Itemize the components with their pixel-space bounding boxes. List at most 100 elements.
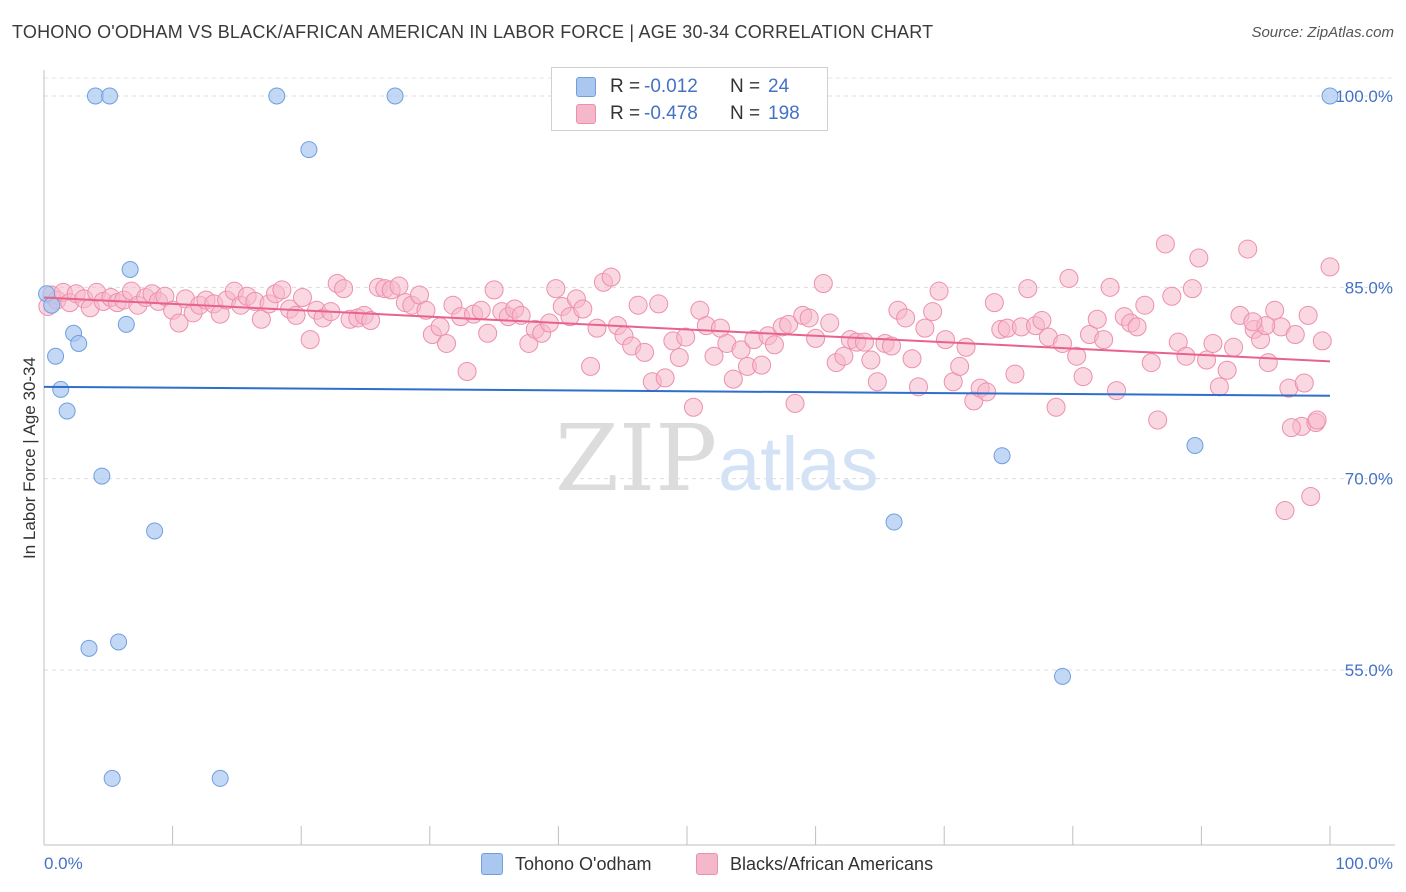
- tohono-point: [1321, 87, 1339, 105]
- blacks-point: [1320, 257, 1340, 277]
- blacks-point: [1238, 239, 1258, 259]
- grid-lines: [44, 77, 1395, 671]
- blacks-point: [416, 300, 436, 320]
- tohono-point: [117, 315, 135, 333]
- blacks-point: [1224, 337, 1244, 357]
- bottom-legend-swatch-tohono: [481, 853, 503, 875]
- tohono-point: [47, 347, 65, 365]
- blacks-point: [573, 299, 593, 319]
- blacks-point: [300, 330, 320, 350]
- blacks-point: [1176, 346, 1196, 366]
- blacks-point: [915, 318, 935, 338]
- tohono-point: [121, 260, 139, 278]
- blacks-point: [655, 368, 675, 388]
- blacks-point: [628, 295, 648, 315]
- blacks-point: [1067, 346, 1087, 366]
- blacks-point: [1301, 487, 1321, 507]
- blacks-point: [1275, 501, 1295, 521]
- blacks-point: [923, 302, 943, 322]
- blacks-point: [683, 397, 703, 417]
- blacks-point: [704, 346, 724, 366]
- watermark-zip: ZIP: [555, 405, 717, 512]
- blacks-point: [1265, 300, 1285, 320]
- legend-swatch-blacks: [576, 104, 596, 124]
- blacks-point: [1032, 310, 1052, 330]
- blacks-point: [902, 349, 922, 369]
- blacks-point: [430, 317, 450, 337]
- tohono-point: [52, 380, 70, 398]
- tohono-point: [211, 769, 229, 787]
- blacks-point: [601, 267, 621, 287]
- blacks-point: [1243, 312, 1263, 332]
- tohono-point: [58, 402, 76, 420]
- tohono-point: [70, 334, 88, 352]
- blacks-point: [272, 280, 292, 300]
- blacks-point: [908, 377, 928, 397]
- bottom-legend-label-blacks: Blacks/African Americans: [730, 853, 934, 874]
- blacks-point: [861, 350, 881, 370]
- legend-n-label: N =: [730, 103, 761, 124]
- blacks-point: [950, 356, 970, 376]
- blacks-trend-line: [43, 296, 1331, 363]
- legend-row-blacks: R = -0.478 N = 198: [576, 101, 800, 127]
- blacks-point: [1182, 279, 1202, 299]
- blacks-point: [1307, 410, 1327, 430]
- tohono-point: [146, 522, 164, 540]
- chart-title: TOHONO O'ODHAM VS BLACK/AFRICAN AMERICAN…: [12, 22, 934, 42]
- tohono-point: [300, 141, 318, 159]
- legend-r-label: R =: [610, 76, 641, 97]
- x-axis-ticks: [43, 826, 1331, 845]
- blacks-point: [1148, 410, 1168, 430]
- blacks-point: [1162, 286, 1182, 306]
- blacks-point: [649, 294, 669, 314]
- blacks-point: [977, 382, 997, 402]
- blacks-point: [1053, 333, 1073, 353]
- blacks-point: [676, 327, 696, 347]
- blacks-point: [292, 288, 312, 308]
- blacks-point: [484, 280, 504, 300]
- tohono-point: [386, 87, 404, 105]
- blacks-point: [471, 300, 491, 320]
- tohono-trend-line: [43, 385, 1331, 397]
- blacks-point: [806, 328, 826, 348]
- bottom-legend-blacks: Blacks/African Americans: [696, 851, 933, 877]
- tohono-point: [993, 447, 1011, 465]
- bottom-legend-tohono: Tohono O'odham: [481, 851, 652, 877]
- blacks-point: [867, 372, 887, 392]
- legend-r-value: -0.478: [644, 103, 698, 124]
- blacks-point: [581, 356, 601, 376]
- blacks-point: [389, 276, 409, 296]
- y-tick-label: 55.0%: [1345, 661, 1393, 680]
- legend-swatch-tohono: [576, 77, 596, 97]
- legend-n-value: 24: [768, 76, 790, 97]
- blacks-point: [511, 305, 531, 325]
- trend-lines: [43, 296, 1331, 397]
- blacks-point: [669, 347, 689, 367]
- x-tick-label-max: 100.0%: [1335, 854, 1393, 873]
- blacks-point: [1189, 248, 1209, 268]
- blacks-point: [1135, 295, 1155, 315]
- watermark-atlas: atlas: [718, 422, 879, 507]
- blacks-point: [723, 369, 743, 389]
- blacks-point: [1094, 330, 1114, 350]
- blacks-point: [1046, 397, 1066, 417]
- blacks-point: [731, 340, 751, 360]
- blacks-point: [881, 336, 901, 356]
- tohono-point: [268, 87, 286, 105]
- blacks-point: [813, 274, 833, 294]
- x-axis-tick-labels: 0.0% 100.0%: [44, 854, 1393, 873]
- tohono-point: [1054, 667, 1072, 685]
- x-tick-label-min: 0.0%: [44, 854, 83, 873]
- tohono-point: [93, 467, 111, 485]
- y-tick-label: 85.0%: [1345, 278, 1393, 297]
- blacks-point: [1018, 279, 1038, 299]
- blacks-point: [1197, 350, 1217, 370]
- blacks-point: [1294, 373, 1314, 393]
- blacks-point: [1258, 353, 1278, 373]
- tohono-point: [1186, 437, 1204, 455]
- tohono-point: [103, 769, 121, 787]
- bottom-legend-swatch-blacks: [696, 853, 718, 875]
- blacks-point: [799, 308, 819, 328]
- blacks-point: [1281, 418, 1301, 438]
